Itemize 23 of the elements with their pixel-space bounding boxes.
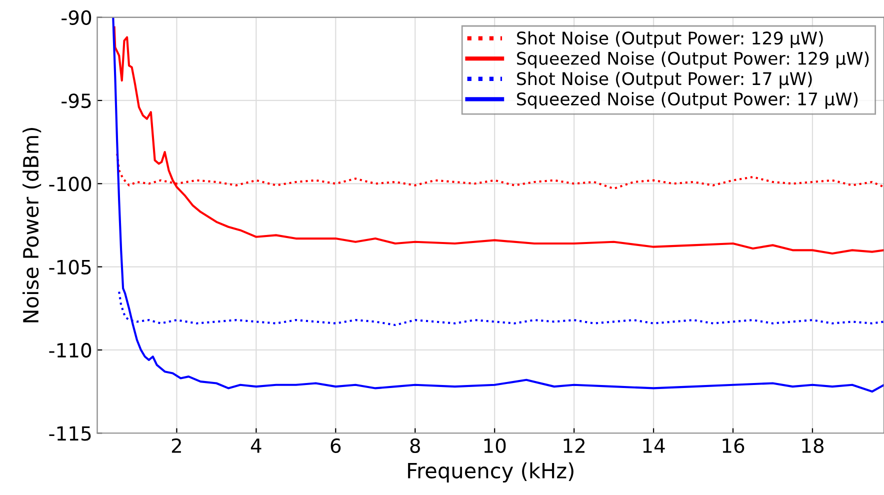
y-axis-title: Noise Power (dBm) <box>22 128 42 322</box>
x-tick-label: 12 <box>564 438 584 453</box>
x-axis-title: Frequency (kHz) <box>408 462 574 483</box>
x-tick-label: 4 <box>250 438 262 453</box>
x-tick-label: 6 <box>330 438 341 454</box>
x-tick-label: 2 <box>172 438 181 453</box>
x-tick-label: 18 <box>802 438 824 454</box>
line-series <box>112 17 884 393</box>
x-tick-label: 16 <box>722 438 744 454</box>
y-tick-label: -100 <box>49 176 92 192</box>
y-tick-label: -110 <box>49 342 92 358</box>
y-tick-label: -90 <box>62 10 92 25</box>
y-tick-label: -115 <box>49 426 91 441</box>
legend-label: Shot Noise (Output Power: 129 μW) <box>517 31 823 48</box>
legend-label: Squeezed Noise (Output Power: 129 μW) <box>517 51 869 68</box>
x-tick-label: 14 <box>643 438 665 453</box>
y-tick-label: -105 <box>49 260 91 274</box>
legend-label: Squeezed Noise (Output Power: 17 μW) <box>517 92 858 109</box>
x-tick-label: 10 <box>484 438 506 454</box>
y-tick-label: -95 <box>62 93 91 108</box>
legend-label: Shot Noise (Output Power: 17 μW) <box>517 72 812 89</box>
line-series <box>113 26 884 255</box>
x-tick-label: 8 <box>410 438 420 454</box>
